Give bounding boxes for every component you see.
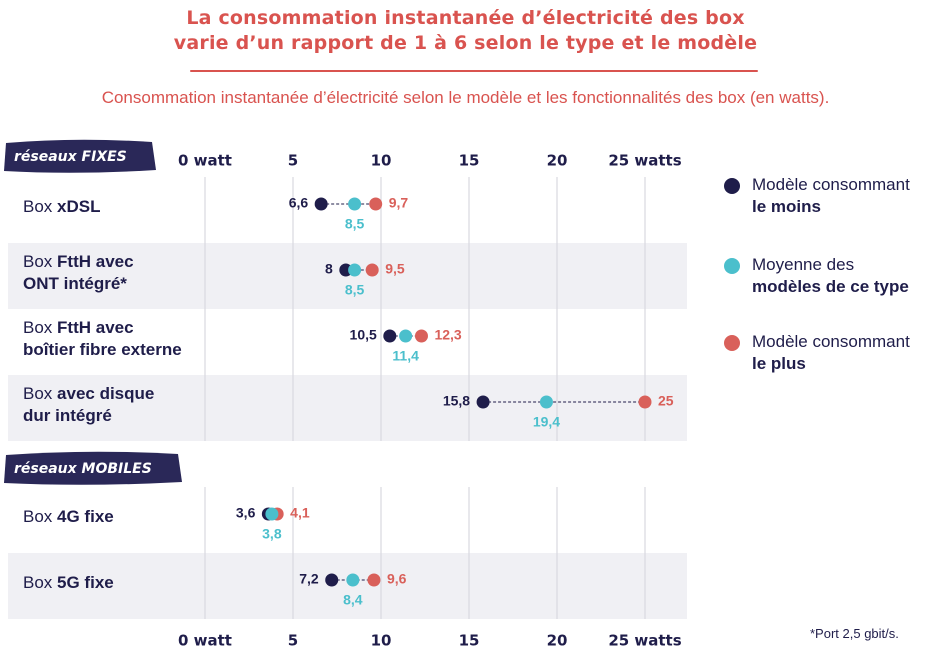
label-min: 6,6 xyxy=(289,195,309,211)
dot-max xyxy=(367,573,381,587)
row-label-1-1: Box 5G fixe xyxy=(23,573,114,592)
dot-avg xyxy=(346,573,360,587)
badge-shape xyxy=(4,139,156,173)
chart-title: La consommation instantanée d’électricit… xyxy=(0,6,931,56)
axis-bottom-tick-3: 15 xyxy=(459,632,480,650)
legend-min-line1: Modèle consommant xyxy=(752,175,910,194)
axis-top-tick-5: 25 watts xyxy=(608,152,681,170)
axis-top-tick-3: 15 xyxy=(459,152,480,170)
axis-top-tick-4: 20 xyxy=(547,152,568,170)
legend-dot-avg-icon xyxy=(724,258,740,274)
label-min: 7,2 xyxy=(299,571,319,587)
axis-top-tick-2: 10 xyxy=(371,152,392,170)
row-label-0-1: Box FttH avec ONT intégré* xyxy=(23,252,134,293)
row-band xyxy=(8,553,687,619)
dot-avg xyxy=(348,197,362,211)
axis-bottom-tick-0: 0 watt xyxy=(178,632,232,650)
axis-top-tick-0: 0 watt xyxy=(178,152,232,170)
dot-max xyxy=(638,395,652,409)
axis-top-tick-1: 5 xyxy=(288,152,298,170)
row-label-0-2: Box FttH avec boîtier fibre externe xyxy=(23,318,182,359)
footnote: *Port 2,5 gbit/s. xyxy=(810,626,899,641)
dot-min xyxy=(325,573,339,587)
dot-avg xyxy=(265,507,279,521)
title-divider xyxy=(190,70,758,72)
dot-min xyxy=(476,395,490,409)
label-min: 10,5 xyxy=(350,327,377,343)
row-band xyxy=(8,375,687,441)
row-label-0-3: Box avec disque dur intégré xyxy=(23,384,154,425)
title-line-1: La consommation instantanée d’électricit… xyxy=(186,7,745,29)
group-name-1: réseaux MOBILES xyxy=(14,461,152,477)
label-avg: 8,4 xyxy=(343,592,363,608)
label-max: 9,7 xyxy=(389,195,409,211)
label-max: 9,5 xyxy=(385,261,405,277)
label-max: 12,3 xyxy=(434,327,461,343)
label-avg: 19,4 xyxy=(533,414,560,430)
row-label-1-0: Box 4G fixe xyxy=(23,507,114,526)
group-badge-1: réseaux MOBILES xyxy=(4,451,182,485)
dot-min xyxy=(314,197,328,211)
axis-bottom-tick-1: 5 xyxy=(288,632,298,650)
label-min: 15,8 xyxy=(443,393,470,409)
dot-max xyxy=(365,263,379,277)
axis-bottom-tick-5: 25 watts xyxy=(608,632,681,650)
dot-avg xyxy=(399,329,413,343)
group-badge-0: réseaux FIXES xyxy=(4,139,156,173)
label-max: 25 xyxy=(658,393,674,409)
legend-avg-line2: modèles de ce type xyxy=(752,277,909,296)
label-min: 8 xyxy=(325,261,333,277)
legend-max-line1: Modèle consommant xyxy=(752,332,910,351)
legend-max-line2: le plus xyxy=(752,354,806,373)
dot-max xyxy=(414,329,428,343)
dot-min xyxy=(383,329,397,343)
label-min: 3,6 xyxy=(236,505,256,521)
legend-avg-line1: Moyenne des xyxy=(752,255,855,274)
badge-shape xyxy=(4,451,182,485)
dot-avg xyxy=(539,395,553,409)
group-name-0: réseaux FIXES xyxy=(14,149,127,165)
label-max: 9,6 xyxy=(387,571,407,587)
legend-min-line2: le moins xyxy=(752,197,821,216)
dot-max xyxy=(369,197,383,211)
axis-bottom-tick-4: 20 xyxy=(547,632,568,650)
legend-dot-min-icon xyxy=(724,178,740,194)
label-max: 4,1 xyxy=(290,505,310,521)
label-avg: 8,5 xyxy=(345,282,365,298)
label-avg: 3,8 xyxy=(262,526,282,542)
dot-avg xyxy=(348,263,362,277)
label-avg: 11,4 xyxy=(392,348,419,364)
row-label-0-0: Box xDSL xyxy=(23,197,101,216)
legend-dot-max-icon xyxy=(724,335,740,351)
label-avg: 8,5 xyxy=(345,216,365,232)
title-line-2: varie d’un rapport de 1 à 6 selon le typ… xyxy=(173,32,758,54)
axis-bottom-tick-2: 10 xyxy=(371,632,392,650)
chart-subtitle: Consommation instantanée d’électricité s… xyxy=(101,88,830,107)
